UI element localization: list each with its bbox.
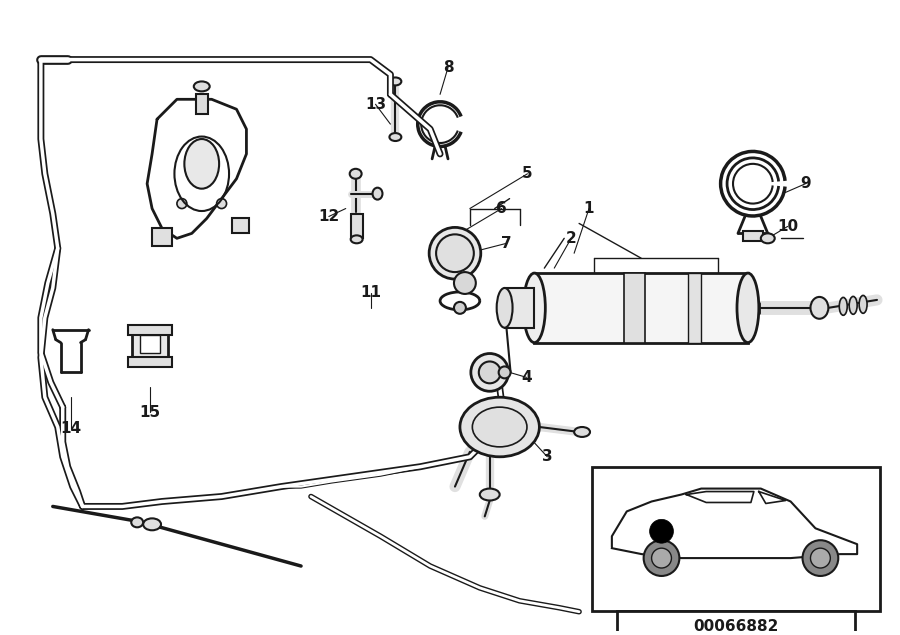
Text: 9: 9: [800, 176, 811, 191]
Bar: [505, 288, 535, 328]
Ellipse shape: [184, 139, 219, 189]
Ellipse shape: [373, 188, 382, 199]
Bar: [140, 335, 160, 352]
Ellipse shape: [497, 288, 513, 328]
Ellipse shape: [840, 297, 847, 316]
Circle shape: [454, 302, 466, 314]
Text: 7: 7: [501, 236, 512, 251]
Bar: [688, 273, 701, 343]
Ellipse shape: [472, 407, 527, 447]
Text: 6: 6: [496, 201, 507, 216]
Bar: [351, 213, 363, 238]
Ellipse shape: [436, 234, 473, 272]
Circle shape: [803, 540, 838, 576]
Ellipse shape: [194, 81, 210, 91]
Bar: [535, 273, 748, 343]
Text: 2: 2: [566, 231, 577, 246]
Circle shape: [644, 540, 680, 576]
Bar: [152, 229, 172, 246]
Text: 14: 14: [60, 422, 81, 436]
Circle shape: [811, 548, 831, 568]
Ellipse shape: [471, 354, 508, 391]
Ellipse shape: [390, 77, 401, 85]
Text: 1: 1: [584, 201, 594, 216]
Text: 00066882: 00066882: [693, 619, 778, 634]
Ellipse shape: [143, 518, 161, 530]
Ellipse shape: [860, 295, 867, 313]
Text: 12: 12: [319, 209, 339, 224]
Bar: [231, 218, 249, 234]
Ellipse shape: [479, 361, 500, 384]
Circle shape: [217, 199, 227, 208]
Text: 11: 11: [360, 286, 381, 300]
Bar: [129, 358, 172, 368]
Ellipse shape: [390, 133, 401, 141]
Ellipse shape: [480, 488, 500, 500]
Ellipse shape: [429, 227, 481, 279]
Ellipse shape: [574, 427, 590, 437]
Text: 5: 5: [522, 166, 533, 181]
Ellipse shape: [760, 234, 775, 243]
Ellipse shape: [351, 236, 363, 243]
Bar: [616, 611, 855, 635]
Ellipse shape: [131, 518, 143, 527]
Bar: [592, 467, 880, 611]
Bar: [129, 324, 172, 335]
Bar: [132, 328, 168, 363]
Bar: [624, 273, 645, 343]
Text: 8: 8: [443, 60, 454, 75]
Text: 4: 4: [521, 370, 532, 385]
Text: 10: 10: [777, 219, 798, 234]
Ellipse shape: [454, 272, 476, 294]
Ellipse shape: [811, 297, 828, 319]
Circle shape: [652, 548, 671, 568]
Ellipse shape: [460, 398, 539, 457]
Ellipse shape: [524, 273, 545, 343]
Circle shape: [650, 519, 673, 543]
Circle shape: [177, 199, 187, 208]
Text: 3: 3: [542, 450, 553, 464]
Bar: [196, 95, 208, 114]
Text: 15: 15: [140, 404, 161, 420]
Ellipse shape: [350, 169, 362, 178]
Bar: [742, 231, 763, 241]
Ellipse shape: [850, 297, 857, 314]
Ellipse shape: [499, 366, 510, 378]
Text: 13: 13: [365, 97, 386, 112]
Ellipse shape: [737, 273, 759, 343]
